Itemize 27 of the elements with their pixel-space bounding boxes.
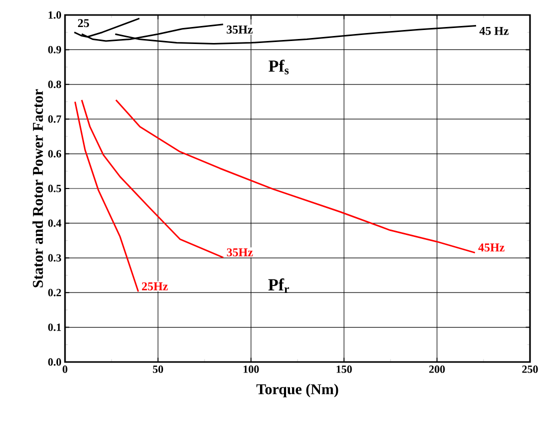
y-tick-label: 0.2 (48, 288, 61, 296)
x-tick-label: 250 (522, 366, 538, 373)
x-tick-label: 150 (336, 366, 352, 373)
series-label: 25Hz (142, 282, 168, 290)
y-tick-label: 1.0 (48, 11, 62, 19)
x-tick-label: 50 (152, 366, 164, 373)
x-tick-label: 100 (244, 366, 259, 373)
annotation: Pf$_{s}$ (268, 60, 289, 74)
y-tick-label: 0.8 (48, 80, 62, 88)
series-label: 45 Hz (479, 26, 509, 35)
y-tick-label: 0.7 (48, 115, 62, 123)
y-tick-label: 0.5 (48, 184, 62, 192)
y-tick-label: 0.3 (48, 254, 62, 262)
y-tick-label: 0.9 (48, 46, 62, 54)
series-label: 45Hz (478, 244, 504, 252)
x-tick-label: 0 (62, 366, 68, 373)
y-tick-label: 0.6 (48, 150, 62, 158)
annotation: Pf$_{r}$ (268, 278, 290, 293)
x-axis-title: Torque (Nm) (256, 384, 338, 398)
x-tick-label: 200 (429, 366, 445, 373)
series-label: 35Hz (226, 26, 253, 34)
y-axis-title: Stator and Rotor Power Factor (32, 89, 43, 288)
y-tick-label: 0.1 (48, 324, 61, 332)
series-label: 35Hz (226, 248, 253, 256)
y-tick-label: 0.4 (48, 219, 62, 227)
y-tick-label: 0.0 (48, 358, 62, 366)
series-label: 25 (78, 19, 90, 28)
